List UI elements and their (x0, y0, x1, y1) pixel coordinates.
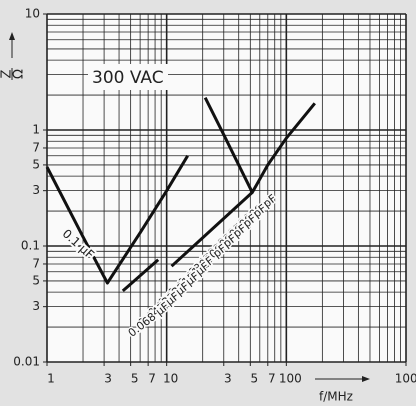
x-tick-label: 1 (47, 372, 55, 386)
y-tick-label: 3 (32, 183, 40, 197)
y-tick-label: 10 (25, 7, 40, 21)
x-tick-label: 5 (250, 372, 258, 386)
x-tick-label: 7 (268, 372, 276, 386)
x-tick-label: 7 (148, 372, 156, 386)
y-label-numerator: Z (0, 69, 15, 78)
y-label-denominator: Ω (12, 69, 27, 79)
x-tick-label: 10 (163, 372, 178, 386)
x-arrowhead (362, 376, 370, 382)
y-tick-label: 0.01 (13, 355, 40, 369)
x-tick-label: 3 (224, 372, 232, 386)
voltage-box (88, 64, 168, 90)
x-tick-label: 100 (279, 372, 302, 386)
y-tick-label: 3 (32, 299, 40, 313)
voltage-label: 300 VAC (92, 68, 164, 88)
y-tick-label: 5 (32, 157, 40, 171)
x-tick-label: 5 (131, 372, 139, 386)
y-arrowhead (9, 32, 15, 40)
curves (45, 97, 316, 293)
x-tick-label: 3 (104, 372, 112, 386)
x-tick-label: 1000 (395, 372, 416, 386)
curve (121, 191, 254, 293)
y-tick-label: 1 (32, 123, 40, 137)
curve (45, 154, 189, 285)
y-tick-label: 7 (32, 256, 40, 270)
x-axis-label: f/MHz (319, 390, 353, 404)
y-tick-label: 0.1 (21, 239, 40, 253)
y-tick-label: 7 (32, 140, 40, 154)
y-tick-label: 5 (32, 273, 40, 287)
y-axis-label: Z Ω (0, 68, 27, 80)
